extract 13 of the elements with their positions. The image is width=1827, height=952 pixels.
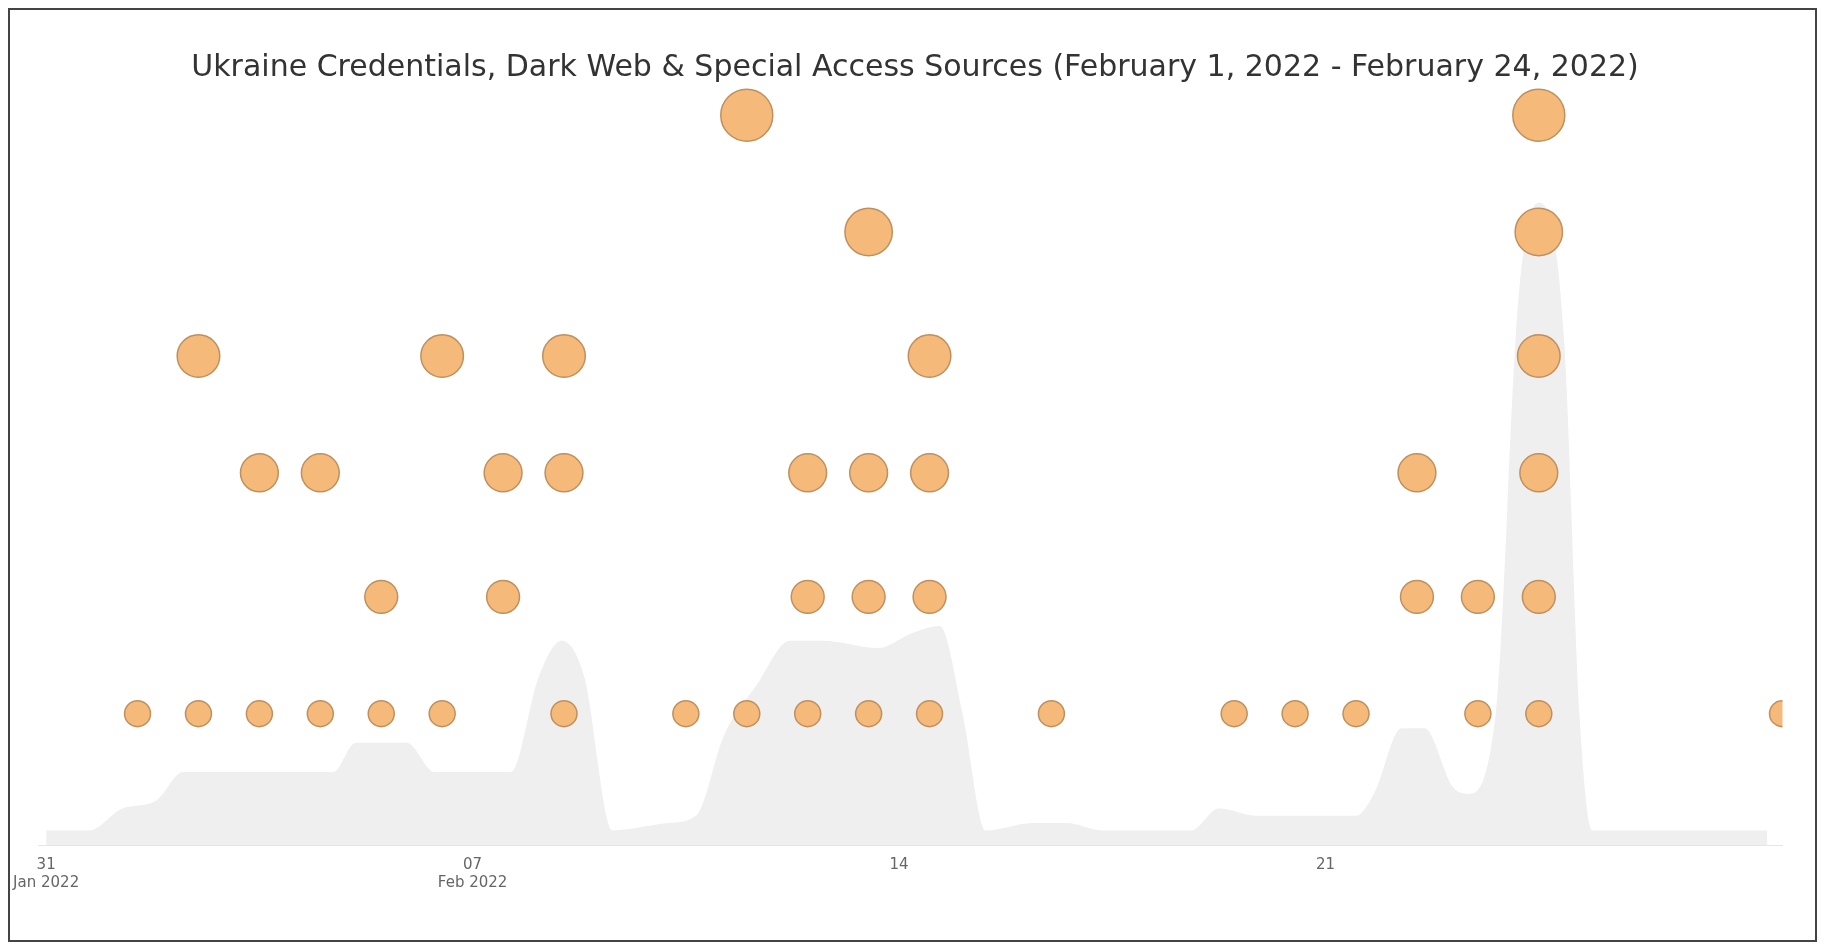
point xyxy=(851,579,886,615)
point xyxy=(485,579,521,615)
chart-title: Ukraine Credentials, Dark Web & Special Access Sources (February 1, 2022 - February 24, 2022) xyxy=(191,47,1639,83)
point xyxy=(1521,579,1556,615)
point xyxy=(364,579,399,615)
point xyxy=(1399,579,1435,615)
x-tick-label: 21 xyxy=(1316,854,1336,873)
point xyxy=(912,579,947,615)
point xyxy=(1460,579,1496,615)
x-tick-label: 14 xyxy=(889,854,909,873)
x-tick-label: 31 Jan 2022 xyxy=(12,854,80,891)
x-tick-label: 07 Feb 2022 xyxy=(437,854,508,891)
point xyxy=(790,579,825,615)
